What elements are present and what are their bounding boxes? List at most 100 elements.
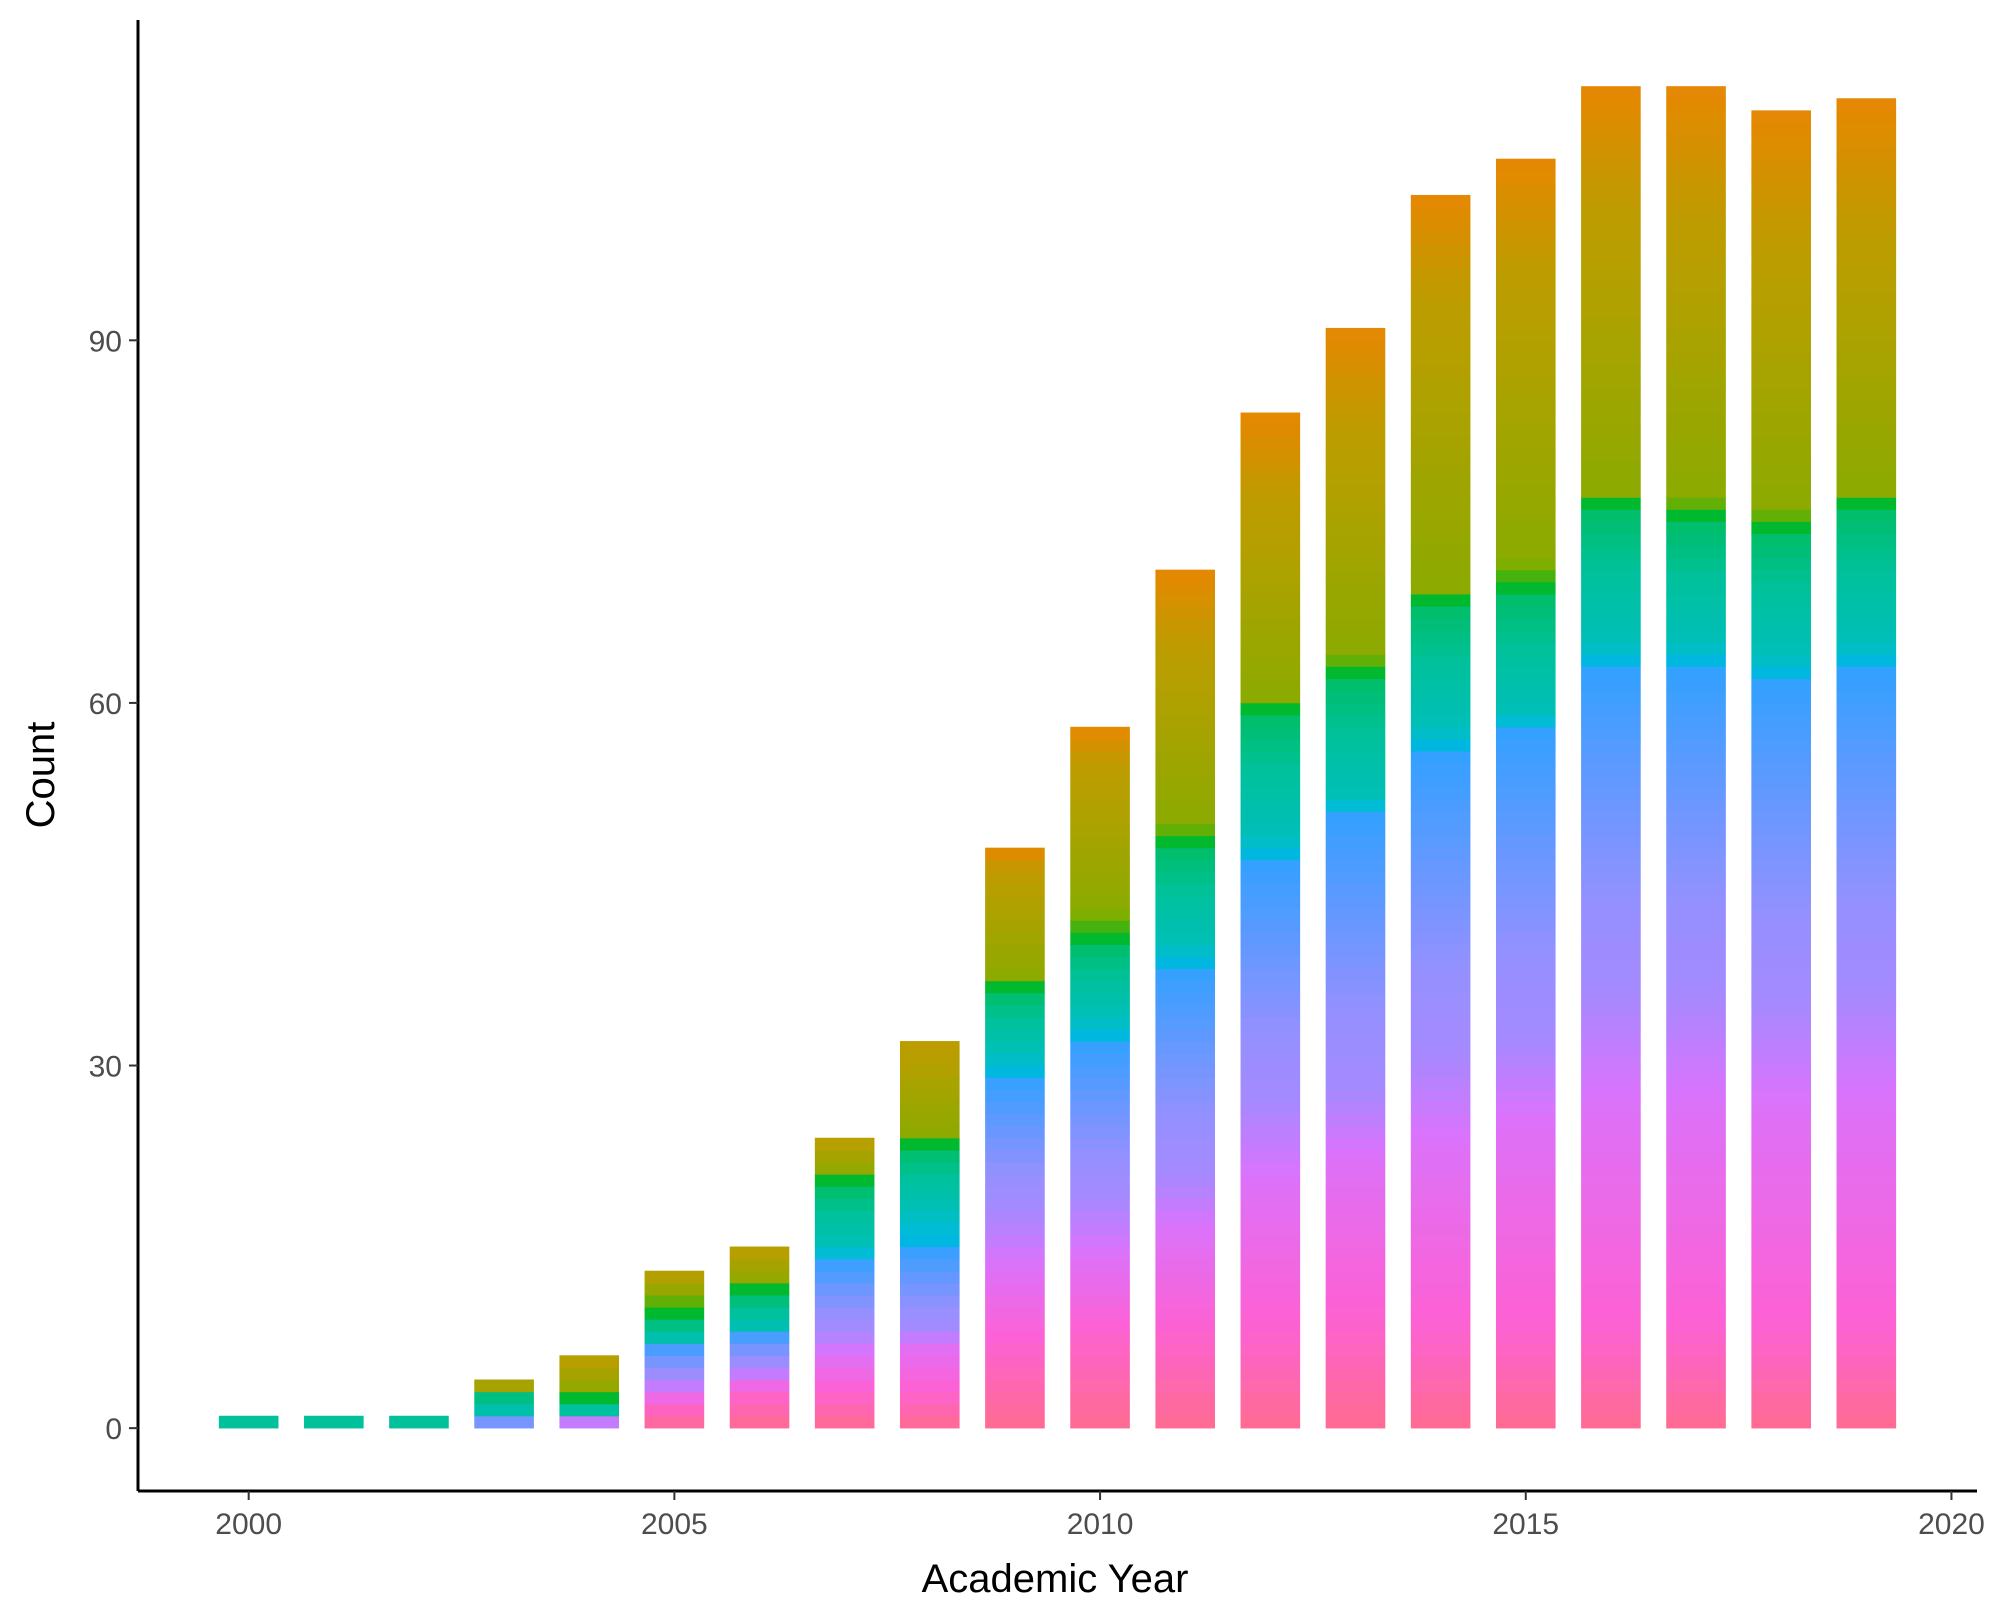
bar-segment bbox=[1240, 485, 1301, 498]
bar-segment bbox=[1495, 932, 1556, 945]
bar-segment bbox=[1495, 448, 1556, 462]
bar-segment bbox=[1410, 896, 1471, 909]
bar-segment bbox=[1581, 702, 1641, 716]
bar-segment bbox=[1495, 750, 1556, 764]
bar-segment bbox=[1581, 1053, 1641, 1066]
bar-segment bbox=[1495, 231, 1556, 244]
bar-segment bbox=[1581, 1246, 1641, 1260]
bar-segment bbox=[1751, 521, 1811, 534]
bar-segment bbox=[1240, 509, 1301, 522]
bar-segment bbox=[1240, 460, 1301, 474]
bar-segment bbox=[1410, 654, 1471, 667]
bar-segment bbox=[814, 1174, 875, 1187]
bar-segment bbox=[1155, 835, 1216, 849]
bar-segment bbox=[1155, 666, 1216, 680]
bar-segment bbox=[1240, 1331, 1301, 1344]
bar-segment bbox=[1410, 291, 1471, 305]
bar-segment bbox=[644, 1319, 705, 1332]
bar-segment bbox=[1751, 1319, 1811, 1332]
bar-segment bbox=[1666, 775, 1726, 788]
bar-segment bbox=[1240, 775, 1301, 788]
bar-segment bbox=[1581, 158, 1641, 172]
bar-segment bbox=[1836, 352, 1897, 365]
bar-segment bbox=[1836, 1319, 1897, 1332]
bar-segment bbox=[1581, 871, 1641, 885]
bar-segment bbox=[474, 1391, 534, 1405]
bar-segment bbox=[1410, 1125, 1471, 1139]
bar-segment bbox=[1325, 1186, 1386, 1199]
bar-segment bbox=[1240, 1403, 1301, 1417]
bar-segment bbox=[1495, 1137, 1556, 1151]
bar-segment bbox=[1751, 1270, 1811, 1284]
bar-segment bbox=[1836, 545, 1897, 559]
bar-segment bbox=[1240, 618, 1301, 631]
bar-segment bbox=[1240, 1053, 1301, 1066]
bar-segment bbox=[1325, 497, 1386, 510]
bar-segment bbox=[1751, 871, 1811, 885]
bar-segment bbox=[899, 1355, 960, 1369]
bar-segment bbox=[1581, 932, 1641, 945]
bar-segment bbox=[985, 1210, 1045, 1223]
bar-segment bbox=[1836, 557, 1897, 571]
bar-segment bbox=[1495, 170, 1556, 184]
bar-segment bbox=[1751, 956, 1811, 970]
bar-segment bbox=[1410, 327, 1471, 341]
bar-segment bbox=[1240, 992, 1301, 1006]
bar-segment bbox=[985, 992, 1045, 1006]
bar-segment bbox=[1581, 243, 1641, 256]
bar-segment bbox=[1325, 702, 1386, 716]
bar-segment bbox=[1495, 521, 1556, 534]
bar-segment bbox=[1155, 593, 1216, 607]
bar-segment bbox=[1495, 1149, 1556, 1163]
bar-segment bbox=[1070, 1186, 1130, 1199]
bar-segment bbox=[1751, 1246, 1811, 1260]
bar-segment bbox=[1325, 412, 1386, 426]
bar-segment bbox=[1751, 847, 1811, 861]
bar-segment bbox=[1495, 1355, 1556, 1369]
bar-segment bbox=[1836, 424, 1897, 438]
bar-segment bbox=[1581, 678, 1641, 692]
bar-segment bbox=[1155, 883, 1216, 897]
bar-segment bbox=[1836, 1391, 1897, 1405]
bar-segment bbox=[1325, 1016, 1386, 1030]
bar-segment bbox=[1325, 364, 1386, 377]
bar-segment bbox=[1410, 352, 1471, 365]
bar-segment bbox=[1666, 436, 1726, 450]
bar-segment bbox=[1836, 219, 1897, 232]
bar-2014 bbox=[1410, 194, 1471, 1429]
bar-segment bbox=[1410, 811, 1471, 825]
bar-segment bbox=[1836, 170, 1897, 184]
bar-segment bbox=[1836, 146, 1897, 160]
bar-segment bbox=[1070, 1403, 1130, 1417]
bar-segment bbox=[1666, 871, 1726, 885]
bar-segment bbox=[1836, 388, 1897, 402]
bar-segment bbox=[559, 1391, 620, 1405]
bar-segment bbox=[1836, 1186, 1897, 1199]
bar-segment bbox=[729, 1391, 790, 1405]
bar-segment bbox=[1666, 303, 1726, 317]
bar-segment bbox=[1325, 654, 1386, 667]
bar-segment bbox=[1240, 1258, 1301, 1272]
bar-segment bbox=[1836, 1004, 1897, 1018]
bar-segment bbox=[1836, 122, 1897, 136]
bar-segment bbox=[985, 1137, 1045, 1151]
bar-segment bbox=[1070, 1331, 1130, 1344]
bar-segment bbox=[1751, 509, 1811, 522]
bar-segment bbox=[1155, 896, 1216, 909]
bar-segment bbox=[1751, 1403, 1811, 1417]
bar-segment bbox=[1751, 569, 1811, 583]
bar-segment bbox=[1751, 557, 1811, 571]
bar-segment bbox=[1581, 1234, 1641, 1248]
bar-segment bbox=[1155, 859, 1216, 873]
bar-segment bbox=[1495, 267, 1556, 281]
bar-segment bbox=[1325, 1041, 1386, 1054]
bar-segment bbox=[1155, 871, 1216, 885]
bar-segment bbox=[985, 1270, 1045, 1284]
bar-segment bbox=[899, 1343, 960, 1356]
bar-segment bbox=[1666, 1222, 1726, 1236]
bar-segment bbox=[1666, 315, 1726, 329]
bar-segment bbox=[1836, 763, 1897, 776]
bar-segment bbox=[1751, 750, 1811, 764]
bar-segment bbox=[729, 1331, 790, 1344]
